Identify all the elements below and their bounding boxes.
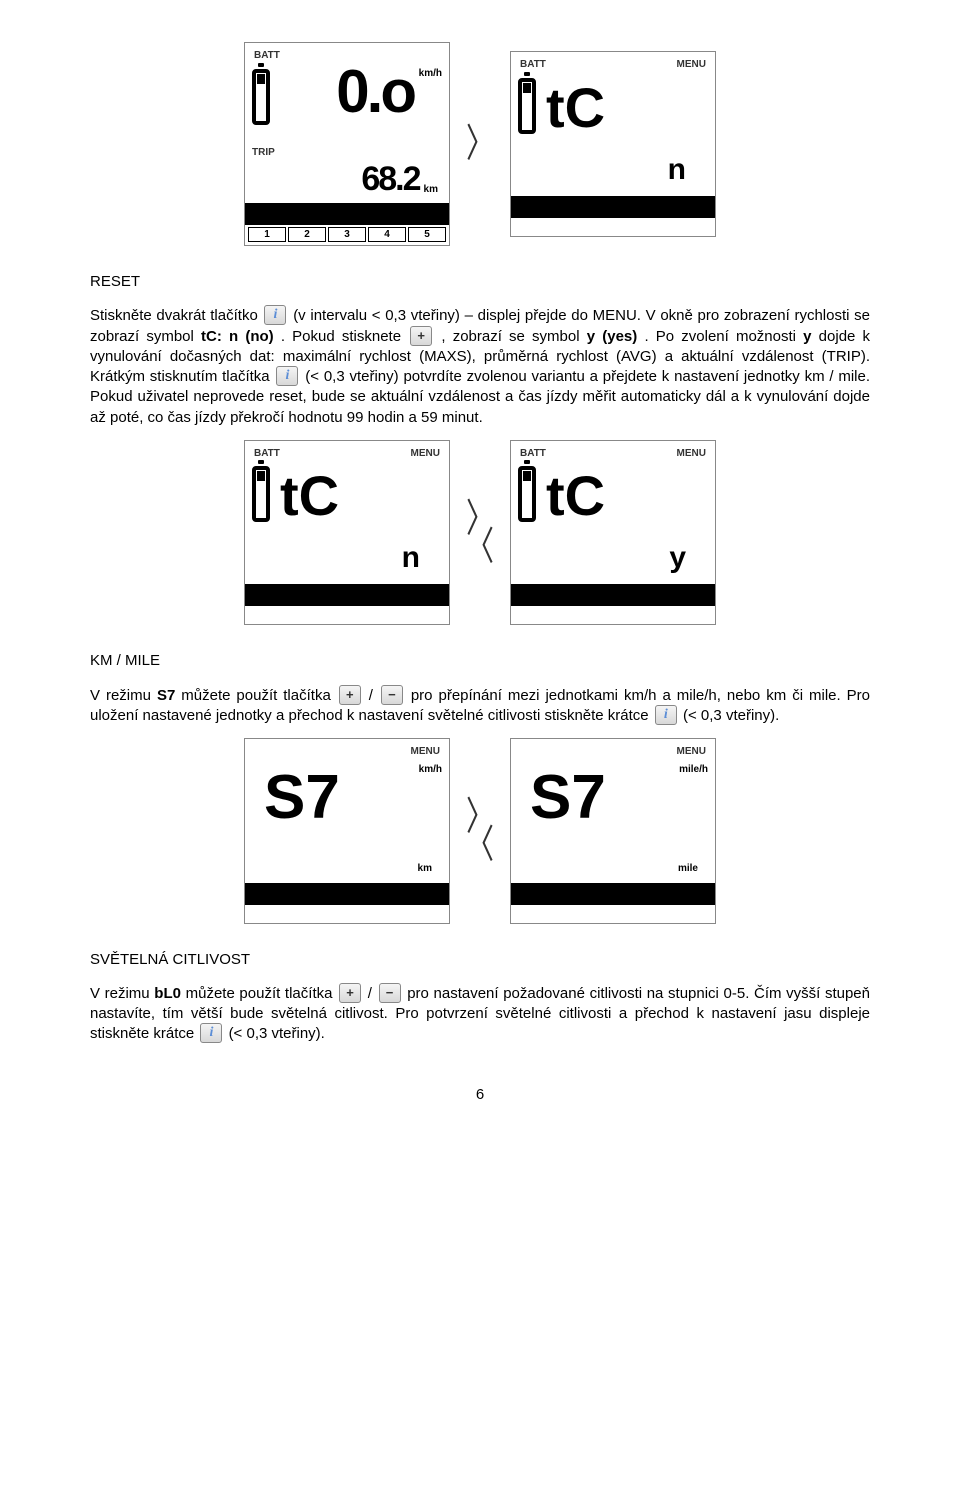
assist-3: 3 — [328, 227, 366, 242]
arrow-both: 〉 〉 — [466, 807, 494, 854]
device-footer-blank — [511, 606, 715, 624]
assist-4: 4 — [368, 227, 406, 242]
device-trip-screen: BATT 0.o km/h TRIP 68.2 km 1 2 3 4 5 — [244, 42, 450, 246]
chevron-left-icon: 〉 — [466, 533, 494, 560]
para-reset: Stiskněte dvakrát tlačítko i (v interval… — [90, 306, 870, 428]
device-black-bar — [511, 584, 715, 606]
label-batt: BATT — [254, 49, 280, 63]
assist-2: 2 — [288, 227, 326, 242]
menu-code: tC — [276, 462, 442, 524]
device-black-bar — [245, 883, 449, 905]
unit-mileh: mile/h — [679, 765, 708, 775]
label-batt: BATT — [254, 447, 280, 461]
device-footer-blank — [511, 905, 715, 923]
label-menu: MENU — [677, 58, 706, 72]
info-button-icon: i — [276, 366, 298, 386]
trip-unit: km — [424, 183, 438, 201]
device-black-bar — [245, 203, 449, 225]
minus-button-icon: − — [379, 983, 401, 1003]
device-tc-n: BATT MENU tC n — [510, 51, 716, 237]
menu-value: n — [668, 155, 704, 185]
unit-kmh: km/h — [419, 765, 442, 775]
battery-icon — [252, 69, 270, 125]
arrow-both: 〉 〉 — [466, 509, 494, 556]
trip-value: 68.2 — [361, 162, 419, 196]
device-s7-km: MENU S7 km/h km — [244, 738, 450, 924]
device-s7-mile: MENU S7 mile/h mile — [510, 738, 716, 924]
plus-button-icon: + — [339, 983, 361, 1003]
para-km-mile: V režimu S7 můžete použít tlačítka + / −… — [90, 686, 870, 727]
label-trip: TRIP — [252, 146, 442, 160]
assist-1: 1 — [248, 227, 286, 242]
device-footer-blank — [245, 606, 449, 624]
info-button-icon: i — [655, 705, 677, 725]
heading-reset: RESET — [90, 272, 870, 292]
speed-unit: km/h — [419, 69, 442, 79]
device-footer-blank — [245, 905, 449, 923]
heading-light-sensitivity: SVĚTELNÁ CITLIVOST — [90, 950, 870, 970]
menu-value: n — [402, 543, 438, 573]
menu-code: tC — [542, 74, 708, 136]
menu-code: S7 — [260, 761, 442, 829]
unit-km: km — [418, 862, 438, 880]
battery-icon — [518, 466, 536, 522]
label-menu: MENU — [677, 745, 706, 759]
device-black-bar — [511, 196, 715, 218]
device-tc-n: BATT MENU tC n — [244, 440, 450, 626]
device-tc-y: BATT MENU tC y — [510, 440, 716, 626]
device-black-bar — [245, 584, 449, 606]
para-light-sensitivity: V režimu bL0 můžete použít tlačítka + / … — [90, 984, 870, 1045]
page-number: 6 — [90, 1085, 870, 1105]
heading-km-mile: KM / MILE — [90, 651, 870, 671]
info-button-icon: i — [264, 305, 286, 325]
menu-code: tC — [542, 462, 708, 524]
battery-icon — [252, 466, 270, 522]
plus-button-icon: + — [339, 685, 361, 705]
label-menu: MENU — [411, 745, 440, 759]
arrow-right: 〉 — [466, 134, 494, 154]
battery-icon — [518, 78, 536, 134]
label-batt: BATT — [520, 447, 546, 461]
chevron-left-icon: 〉 — [466, 831, 494, 858]
info-button-icon: i — [200, 1023, 222, 1043]
device-black-bar — [511, 883, 715, 905]
figure-reset-toggle: BATT MENU tC n 〉 〉 BATT MENU tC y — [90, 440, 870, 626]
speed-value: 0.o — [276, 65, 442, 119]
label-menu: MENU — [411, 447, 440, 461]
menu-value: y — [669, 543, 704, 573]
plus-button-icon: + — [410, 326, 432, 346]
label-batt: BATT — [520, 58, 546, 72]
unit-mile: mile — [678, 862, 704, 880]
assist-level-row: 1 2 3 4 5 — [245, 225, 449, 245]
label-menu: MENU — [677, 447, 706, 461]
figure-reset-entry: BATT 0.o km/h TRIP 68.2 km 1 2 3 4 5 〉 — [90, 42, 870, 246]
device-footer-blank — [511, 218, 715, 236]
figure-km-mile: MENU S7 km/h km 〉 〉 MENU S7 mile/h mile — [90, 738, 870, 924]
minus-button-icon: − — [381, 685, 403, 705]
assist-5: 5 — [408, 227, 446, 242]
chevron-right-icon: 〉 — [466, 130, 494, 157]
